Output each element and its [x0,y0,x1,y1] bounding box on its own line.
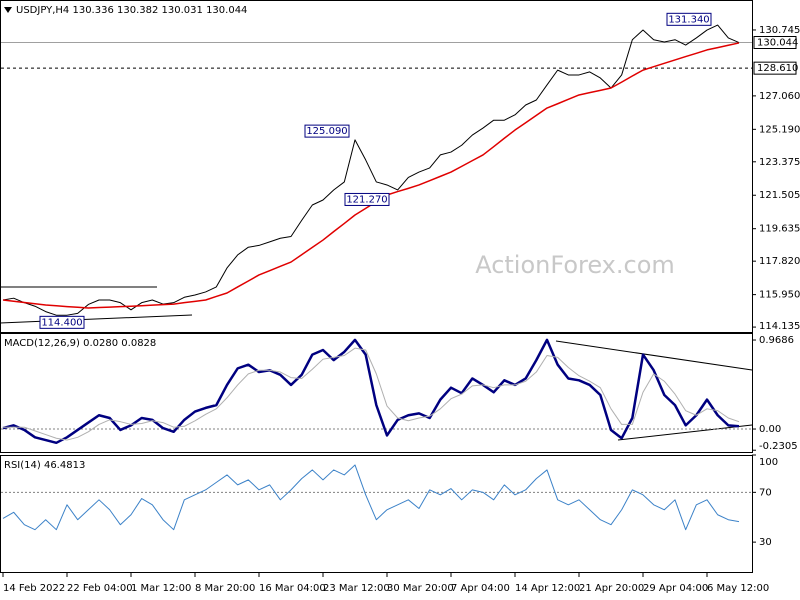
annotation-box [666,12,712,26]
y-tick-label: 117.820 [759,256,800,267]
x-tick-label: 14 Feb 2022 [3,583,65,594]
x-tick-label: 29 Apr 04:00 [643,583,708,594]
annotation-label: 121.270 [346,194,387,205]
price-label-box [753,36,797,50]
last-price-label: 130.044 [757,38,798,49]
rsi-panel-frame [0,455,753,573]
annotation-label: 131.340 [668,14,709,25]
x-tick-label: 16 Mar 04:00 [259,583,326,594]
y-tick-label: 121.505 [759,190,800,201]
y-tick-label: 127.060 [759,91,800,102]
y-tick-label: -0.2305 [759,441,798,452]
macd-panel-frame [0,333,753,453]
series-line [2,464,740,531]
price-panel-frame [0,0,753,333]
y-tick-label: 114.135 [759,321,800,332]
y-tick-label: 0.9686 [759,335,794,346]
annotation-box [39,315,85,329]
x-tick-label: 14 Apr 12:00 [515,583,580,594]
price-label-box [753,61,797,75]
channel-line [0,314,193,324]
x-tick-label: 8 Mar 20:00 [195,583,255,594]
x-tick-label: 21 Apr 20:00 [579,583,644,594]
x-tick-label: 6 May 12:00 [707,583,769,594]
y-tick-label: 30 [759,537,772,548]
watermark: ActionForex.com [475,251,675,279]
macd-trendline [555,340,753,371]
y-tick-label: 0.00 [759,424,781,435]
y-tick-label: 70 [759,487,772,498]
plot-layer: 14 Feb 2022 22 Feb 04:001 Mar 12:00 8 Mar … [1,5,800,594]
reference-label: 128.610 [757,63,798,74]
y-tick-label: 123.375 [759,157,800,168]
y-tick-label: 130.745 [759,25,800,36]
y-tick-label: 115.950 [759,290,800,301]
x-tick-label: 7 Apr 04:00 [451,583,510,594]
panel-title: MACD(12,26,9) 0.0280 0.0828 [4,338,156,349]
annotation-box [344,192,390,206]
series-line [2,338,740,445]
series-line [3,347,740,441]
y-tick-label: 100 [759,457,778,468]
x-tick-label: 30 Mar 20:00 [387,583,454,594]
y-tick-label: 125.190 [759,124,800,135]
y-tick-label: 119.635 [759,224,800,235]
x-tick-label: 22 Feb 04:00 [67,583,133,594]
panel-title: USDJPY,H4 130.336 130.382 130.031 130.04… [16,5,247,16]
annotation-label: 114.400 [41,317,82,328]
x-tick-label: 23 Mar 12:00 [323,583,390,594]
macd-trendline [617,424,753,441]
x-tick-label: 1 Mar 12:00 [131,583,191,594]
annotation-label: 125.090 [306,126,347,137]
symbol-icon [4,7,12,13]
annotation-box [304,124,350,138]
panel-title: RSI(14) 46.4813 [4,460,85,471]
